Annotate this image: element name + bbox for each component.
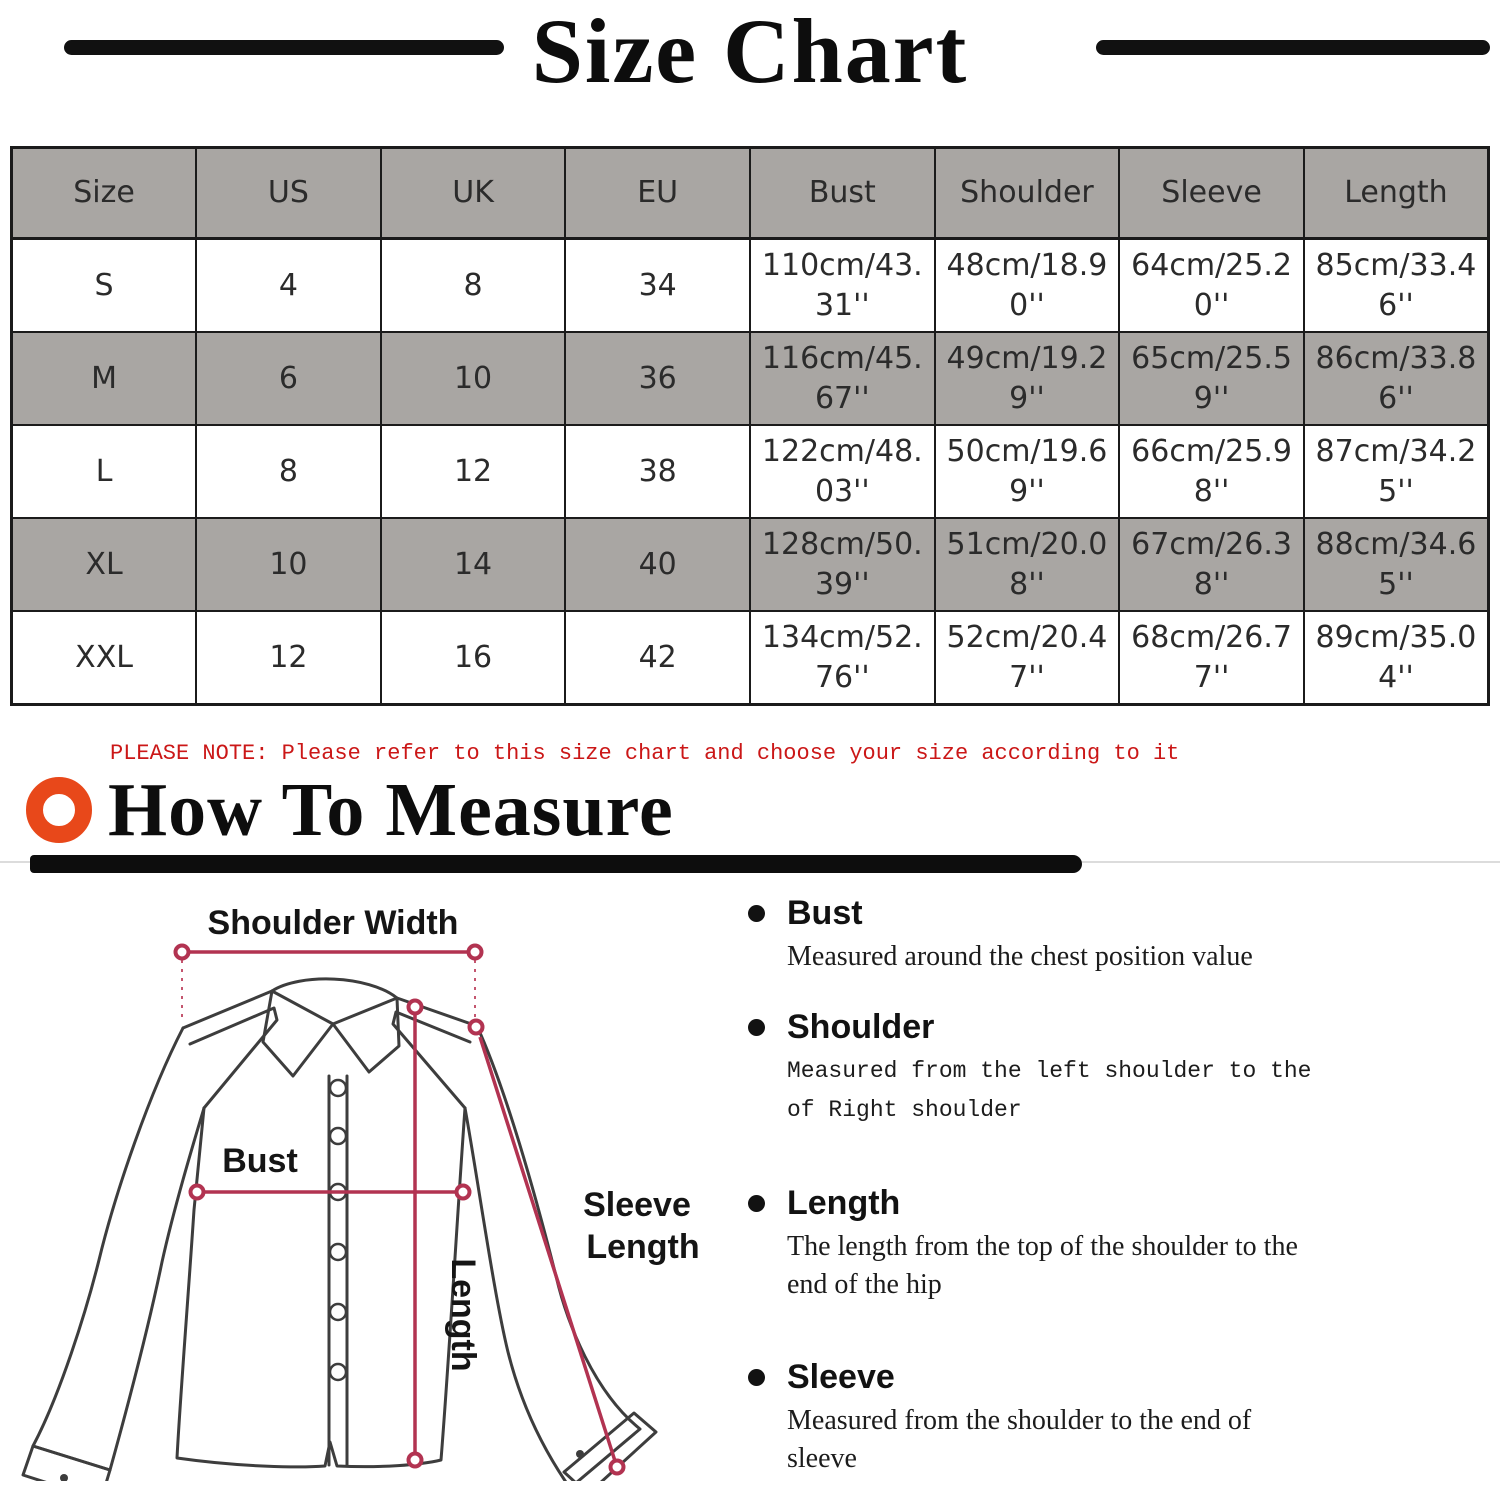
measure-item-length: Length The length from the top of the sh… — [748, 1182, 1388, 1304]
size-cell: 87cm/34.25'' — [1302, 424, 1490, 519]
length-label: Length — [444, 1258, 482, 1371]
column-header: Shoulder — [933, 146, 1121, 240]
measure-item-shoulder: Shoulder Measured from the left shoulder… — [748, 1006, 1388, 1130]
size-cell: 10 — [195, 517, 382, 612]
size-cell: 134cm/52.76'' — [749, 610, 936, 706]
size-cell: 110cm/43.31'' — [749, 237, 936, 333]
size-cell: 48cm/18.90'' — [933, 237, 1121, 333]
column-header: Size — [10, 146, 198, 240]
page-title: Size Chart — [531, 0, 969, 102]
column-header: Length — [1302, 146, 1490, 240]
measure-item-desc: Measured around the chest position value — [787, 941, 1253, 972]
measure-item-desc: Measured from the shoulder to the end of… — [787, 1405, 1252, 1474]
table-row: M 6 10 36 116cm/45.67'' 49cm/19.29'' 65cm/25.5… — [10, 331, 1490, 426]
measure-item-title: Sleeve — [787, 1358, 895, 1396]
size-cell: 128cm/50.39'' — [749, 517, 936, 612]
size-cell: 42 — [564, 610, 751, 706]
size-cell: M — [10, 331, 198, 426]
measure-item-bust: Bust Measured around the chest position … — [748, 892, 1388, 976]
measure-item-title: Shoulder — [787, 1008, 935, 1046]
size-cell: 8 — [195, 424, 382, 519]
size-cell: 38 — [564, 424, 751, 519]
size-cell: 14 — [379, 517, 567, 612]
how-to-measure-title: How To Measure — [108, 768, 674, 852]
size-cell: 36 — [564, 331, 751, 426]
measure-item-desc: The length from the top of the shoulder … — [787, 1231, 1298, 1300]
title-rule-left — [64, 40, 504, 55]
size-cell: 49cm/19.29'' — [933, 331, 1121, 426]
size-table-section: Size US UK EU Bust Shoulder Sleeve Length S 4 8 34… — [10, 146, 1490, 706]
size-cell: XL — [10, 517, 198, 612]
size-cell: 116cm/45.67'' — [749, 331, 936, 426]
shirt-outline — [21, 977, 658, 1502]
size-cell: 8 — [379, 237, 567, 333]
bullet-dot-icon — [748, 1369, 765, 1386]
size-note: PLEASE NOTE: Please refer to this size c… — [110, 741, 1180, 766]
size-cell: 34 — [564, 237, 751, 333]
shoulder-width-label: Shoulder Width — [208, 904, 459, 942]
measure-item-title: Length — [787, 1184, 901, 1222]
size-table: Size US UK EU Bust Shoulder Sleeve Length S 4 8 34… — [10, 146, 1490, 706]
title-rule-right — [1096, 40, 1490, 55]
how-to-measure-heading: How To Measure — [26, 768, 674, 852]
measurement-lines — [173, 943, 626, 1476]
size-cell: 67cm/26.38'' — [1118, 517, 1305, 612]
size-cell: 50cm/19.69'' — [933, 424, 1121, 519]
size-cell: 88cm/34.65'' — [1302, 517, 1490, 612]
column-header: US — [195, 146, 382, 240]
table-header-row: Size US UK EU Bust Shoulder Sleeve Length — [10, 146, 1490, 240]
sleeve-length-label-line1: Sleeve — [583, 1186, 691, 1224]
size-cell: 10 — [379, 331, 567, 426]
size-cell: 16 — [379, 610, 567, 706]
measure-item-desc: Measured from the left shoulder to the o… — [787, 1058, 1312, 1123]
table-row: XXL 12 16 42 134cm/52.76'' 52cm/20.47'' 68cm/2… — [10, 610, 1490, 706]
size-cell: 6 — [195, 331, 382, 426]
size-cell: 65cm/25.59'' — [1118, 331, 1305, 426]
size-cell: L — [10, 424, 198, 519]
bullet-dot-icon — [748, 905, 765, 922]
size-cell: 85cm/33.46'' — [1302, 237, 1490, 333]
size-cell: XXL — [10, 610, 198, 706]
size-cell: 64cm/25.20'' — [1118, 237, 1305, 333]
shirt-diagram-svg: Shoulder Width Bust Length Sleeve Length — [21, 904, 700, 1502]
table-row: XL 10 14 40 128cm/50.39'' 51cm/20.08'' 67cm/26… — [10, 517, 1490, 612]
size-cell: 12 — [195, 610, 382, 706]
size-cell: 66cm/25.98'' — [1118, 424, 1305, 519]
sleeve-length-label-line2: Length — [586, 1228, 699, 1266]
bust-label: Bust — [222, 1142, 298, 1180]
heading-underline — [30, 855, 1082, 873]
size-cell: 52cm/20.47'' — [933, 610, 1121, 706]
column-header: Sleeve — [1118, 146, 1305, 240]
bullet-dot-icon — [748, 1195, 765, 1212]
table-row: S 4 8 34 110cm/43.31'' 48cm/18.90'' 64cm/25.20… — [10, 237, 1490, 333]
table-row: L 8 12 38 122cm/48.03'' 50cm/19.69'' 66cm/25.9… — [10, 424, 1490, 519]
column-header: EU — [564, 146, 751, 240]
size-cell: 51cm/20.08'' — [933, 517, 1121, 612]
size-cell: 86cm/33.86'' — [1302, 331, 1490, 426]
size-cell: 89cm/35.04'' — [1302, 610, 1490, 706]
orange-ring-icon — [26, 777, 92, 843]
size-cell: 40 — [564, 517, 751, 612]
size-cell: 4 — [195, 237, 382, 333]
shirt-measurement-diagram: Shoulder Width Bust Length Sleeve Length — [0, 880, 740, 1502]
column-header: UK — [379, 146, 567, 240]
size-cell: 68cm/26.77'' — [1118, 610, 1305, 706]
bullet-dot-icon — [748, 1019, 765, 1036]
size-cell: 12 — [379, 424, 567, 519]
size-cell: S — [10, 237, 198, 333]
column-header: Bust — [749, 146, 936, 240]
measure-item-title: Bust — [787, 894, 863, 932]
measure-item-sleeve: Sleeve Measured from the shoulder to the… — [748, 1356, 1388, 1478]
measure-definitions: Bust Measured around the chest position … — [748, 892, 1388, 1508]
size-cell: 122cm/48.03'' — [749, 424, 936, 519]
